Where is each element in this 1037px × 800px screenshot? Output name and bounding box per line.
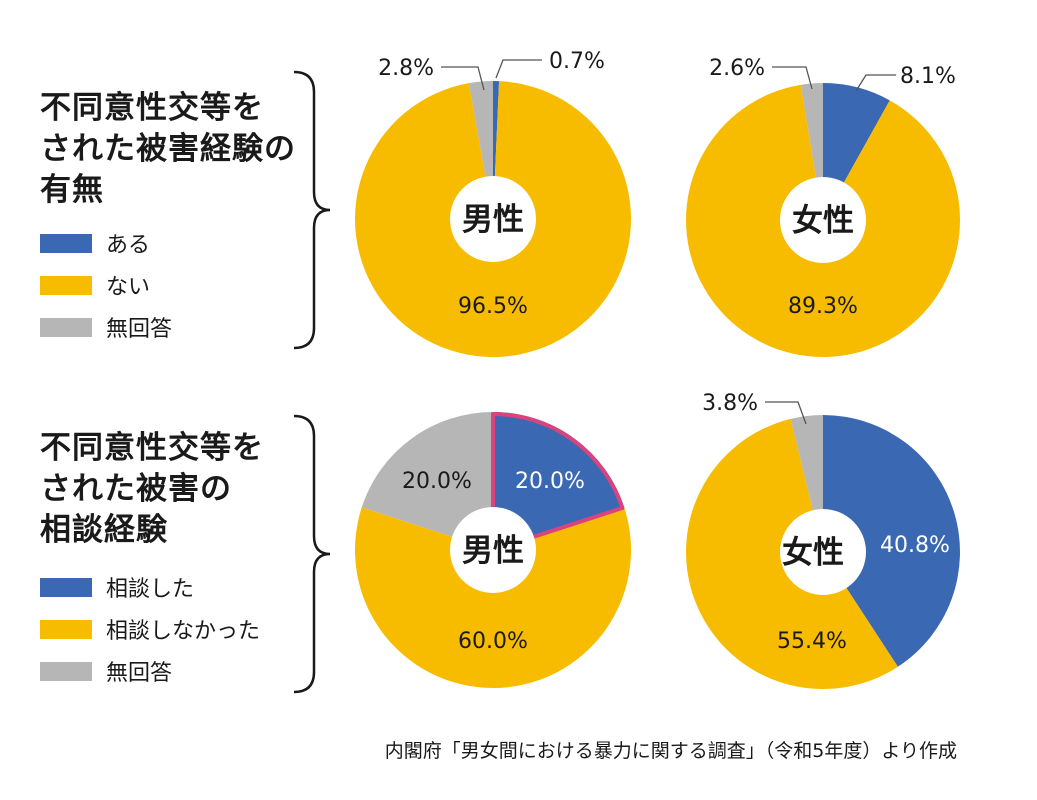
data-label-2-1: 60.0%: [458, 629, 528, 654]
legend-item-mukaitou: 無回答: [40, 306, 172, 348]
data-label-2-2: 20.0%: [402, 469, 472, 494]
chart-center-label-2: 男性: [462, 533, 524, 569]
donut-hole-2: [450, 507, 536, 593]
legend-item-nai: ない: [40, 264, 172, 306]
callout-line-0-2: [441, 66, 485, 91]
section-2-title: 不同意性交等を された被害の 相談経験: [40, 428, 264, 551]
legend-swatch-yellow: [40, 275, 92, 295]
data-label-0-2: 2.8%: [378, 56, 434, 81]
section-2-title-line-2: された被害の: [40, 471, 232, 507]
source-note: 内閣府「男女間における暴力に関する調査」（令和5年度）より作成: [384, 740, 957, 762]
callout-line-1-2: [772, 66, 813, 90]
legend-label: ない: [106, 275, 151, 300]
data-label-3-0: 40.8%: [880, 533, 950, 558]
pie-slice-2-1: [355, 507, 631, 688]
pie-slice-2-0: [493, 412, 625, 550]
legend-label: 無回答: [106, 317, 173, 342]
legend-swatch-yellow: [40, 619, 92, 639]
legend-item-mukaitou: 無回答: [40, 650, 260, 692]
section-2-legend: 相談した 相談しなかった 無回答: [40, 566, 260, 692]
legend-swatch-blue: [40, 233, 92, 253]
legend-item-soudan-shita: 相談した: [40, 566, 260, 608]
data-label-3-1: 55.4%: [777, 629, 847, 654]
section-1-legend: ある ない 無回答: [40, 222, 172, 348]
legend-swatch-blue: [40, 577, 92, 597]
section-1-title-line-2: された被害経験の: [40, 131, 296, 167]
data-label-1-0: 8.1%: [900, 64, 956, 89]
data-label-1-1: 89.3%: [788, 294, 858, 319]
legend-label: ある: [106, 233, 151, 258]
callout-line-1-0: [855, 74, 896, 92]
donut-hole-1: [780, 177, 866, 263]
section-1-brace: [293, 70, 331, 350]
legend-swatch-gray: [40, 317, 92, 337]
pie-slice-2-2: [361, 412, 493, 550]
legend-label: 相談しなかった: [106, 619, 261, 644]
section-2-brace: [293, 414, 331, 694]
chart-center-label-3: 女性: [782, 535, 844, 571]
pie-slice-3-0: [823, 415, 960, 667]
callout-line-0-0: [495, 59, 542, 79]
callout-line-3-2: [765, 401, 807, 425]
data-label-1-2: 2.6%: [709, 56, 765, 81]
data-label-0-0: 0.7%: [549, 49, 605, 74]
data-label-2-0: 20.0%: [515, 469, 585, 494]
section-1-title-line-3: 有無: [40, 172, 104, 208]
legend-label: 相談した: [106, 577, 195, 602]
legend-label: 無回答: [106, 661, 173, 686]
legend-item-aru: ある: [40, 222, 172, 264]
pie-slice-highlight-2-0: [491, 412, 625, 552]
section-1-title-line-1: 不同意性交等を: [40, 90, 264, 126]
data-label-3-2: 3.8%: [702, 391, 758, 416]
section-2-title-line-3: 相談経験: [40, 512, 168, 548]
donut-hole-0: [450, 176, 536, 262]
section-1-title: 不同意性交等を された被害経験の 有無: [40, 88, 296, 211]
legend-swatch-gray: [40, 661, 92, 681]
legend-item-soudan-shinakatta: 相談しなかった: [40, 608, 260, 650]
section-2-title-line-1: 不同意性交等を: [40, 430, 264, 466]
chart-center-label-0: 男性: [462, 202, 524, 238]
chart-center-label-1: 女性: [792, 203, 854, 239]
data-label-0-1: 96.5%: [458, 294, 528, 319]
donut-hole-3: [780, 509, 866, 595]
